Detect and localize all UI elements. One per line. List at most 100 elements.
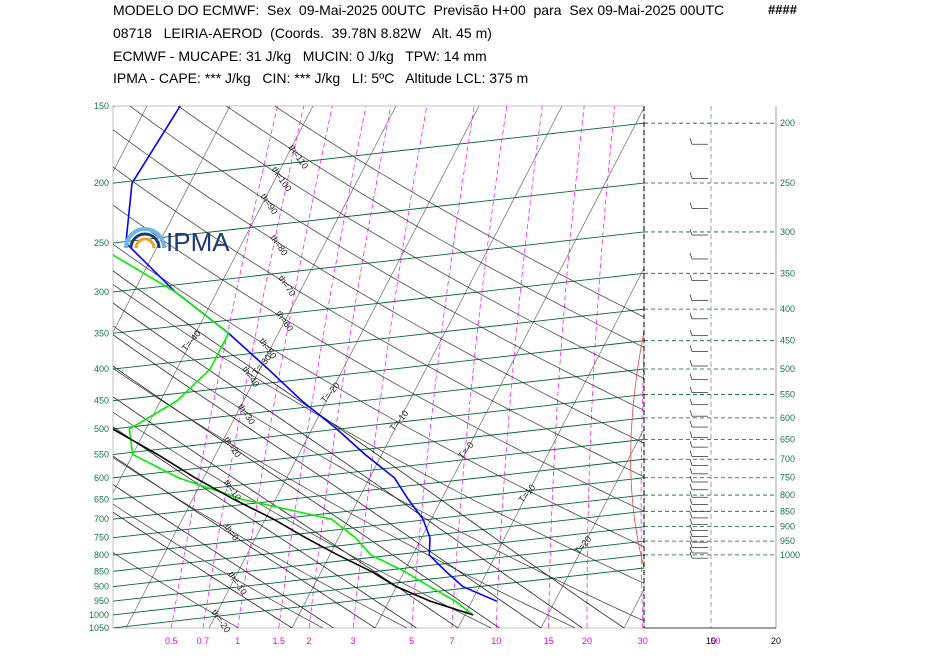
wind-barb-flag: [689, 373, 693, 380]
dry-adiabat-line: [113, 204, 644, 512]
header-marks: ####: [768, 2, 797, 17]
isotherm-line: [457, 267, 644, 628]
header-line-1: MODELO DO ECMWF: Sex 09-Mai-2025 00UTC P…: [113, 2, 725, 18]
mixing-ratio-line: [237, 106, 333, 628]
isobar-line: [113, 438, 644, 500]
mixing-ratio-line: [586, 106, 616, 628]
wind-axis-tick: 20: [771, 636, 781, 646]
pressure-label-left: 450: [94, 396, 109, 406]
pressure-label-left: 300: [94, 287, 109, 297]
wind-barb-flag: [689, 420, 693, 428]
wind-barb-flag: [689, 541, 693, 548]
mixing-ratio-tick: 1.5: [272, 636, 285, 646]
moist-adiabat-line: [113, 511, 293, 628]
mixing-ratio-line: [170, 106, 278, 628]
dry-adiabat-line: [113, 166, 644, 478]
header-line-4: IPMA - CAPE: *** J/kg CIN: *** J/kg LI: …: [113, 70, 529, 86]
pressure-label-right: 650: [780, 434, 795, 444]
isobar-line: [113, 106, 118, 107]
pressure-label-right: 900: [780, 522, 795, 532]
wind-barb-flag: [689, 524, 693, 531]
wind-barb-flag: [689, 345, 693, 352]
wind-barb-flag: [689, 483, 693, 490]
wind-barb-flag: [689, 138, 693, 145]
dry-adiabat-line: [113, 325, 644, 622]
wind-barb-flag: [689, 359, 693, 367]
mixing-ratio-line: [495, 106, 543, 628]
isobar-line: [113, 182, 644, 244]
isobar-line: [113, 510, 644, 572]
logo-arc-inner: [134, 237, 156, 249]
pressure-label-left: 1000: [89, 610, 109, 620]
wind-barb-flag: [689, 511, 693, 519]
wind-barb-flag: [689, 312, 693, 319]
wind-barb-flag: [689, 274, 693, 281]
mixing-ratio-line: [202, 106, 305, 628]
dry-adiabat-line: [113, 411, 492, 628]
ipma-logo: IPMA: [124, 227, 230, 257]
isobar-line: [113, 477, 644, 539]
mixing-ratio-tick: 0.5: [165, 636, 178, 646]
mixing-ratio-tick: 5: [409, 636, 414, 646]
pressure-label-right: 800: [780, 490, 795, 500]
isotherm-line: [208, 106, 480, 628]
pressure-label-right: 300: [780, 227, 795, 237]
isotherm-line: [374, 107, 644, 628]
dry-adiabat-line: [113, 367, 576, 628]
temperature-profile: [125, 106, 498, 602]
dry-adiabat-line: [273, 106, 644, 318]
wind-barb-flag: [689, 398, 693, 405]
reference-line: [630, 329, 644, 569]
mixing-ratio-line: [352, 106, 428, 628]
dry-adiabat-line: [113, 129, 644, 444]
mixing-ratio-tick: 50: [711, 636, 721, 646]
dry-adiabat-line: [113, 457, 408, 628]
mixing-ratio-line: [451, 106, 508, 628]
logo-text: IPMA: [166, 227, 230, 257]
isobar-line: [113, 567, 644, 628]
isobar-line: [113, 494, 644, 556]
mixing-ratio-tick: 10: [491, 636, 501, 646]
wind-barb-flag: [689, 228, 693, 236]
pressure-label-right: 1000: [780, 550, 800, 560]
wind-barb-flag: [689, 475, 693, 483]
pressure-label-left: 350: [94, 328, 109, 338]
pressure-label-left: 650: [94, 494, 109, 504]
wind-barb-flag: [689, 467, 693, 474]
dry-adiabat-line: [177, 106, 644, 379]
pressure-label-right: 700: [780, 454, 795, 464]
logo-arc-outer: [124, 227, 166, 249]
isobar-line: [113, 231, 644, 293]
dewpoint-profile: [113, 254, 474, 616]
pressure-label-right: 850: [780, 506, 795, 516]
pressure-label-left: 850: [94, 566, 109, 576]
isobar-line: [113, 340, 644, 402]
pressure-label-left: 550: [94, 450, 109, 460]
wind-barb-flag: [689, 459, 693, 466]
pressure-label-left: 250: [94, 238, 109, 248]
moist-adiabat-line: [113, 334, 542, 628]
pressure-label-right: 600: [780, 413, 795, 423]
pressure-label-left: 950: [94, 596, 109, 606]
mixing-ratio-tick: 0.7: [197, 636, 210, 646]
moist-adiabat-line: [113, 426, 417, 628]
pressure-label-right: 250: [780, 178, 795, 188]
pressure-label-left: 150: [94, 101, 109, 111]
moist-adiabat-line: [113, 270, 625, 628]
isobar-line: [113, 394, 644, 455]
wind-barb-flag: [689, 431, 693, 438]
mixing-ratio-line: [640, 342, 644, 628]
wind-axis-tick: 10: [706, 636, 716, 646]
pressure-label-left: 600: [94, 473, 109, 483]
wind-barb-flag: [689, 552, 693, 559]
isobar-line: [113, 540, 644, 602]
mixing-ratio-line: [411, 106, 475, 628]
wind-barb-flag: [689, 172, 693, 179]
mixing-ratio-line: [278, 106, 367, 628]
parcel-profile: [113, 428, 474, 616]
mixing-ratio-tick: 3: [351, 636, 356, 646]
mixing-ratio-tick: 1: [235, 636, 240, 646]
mixing-ratio-tick: 15: [544, 636, 554, 646]
isobar-line: [113, 458, 644, 520]
mixing-ratio-line: [548, 106, 585, 628]
